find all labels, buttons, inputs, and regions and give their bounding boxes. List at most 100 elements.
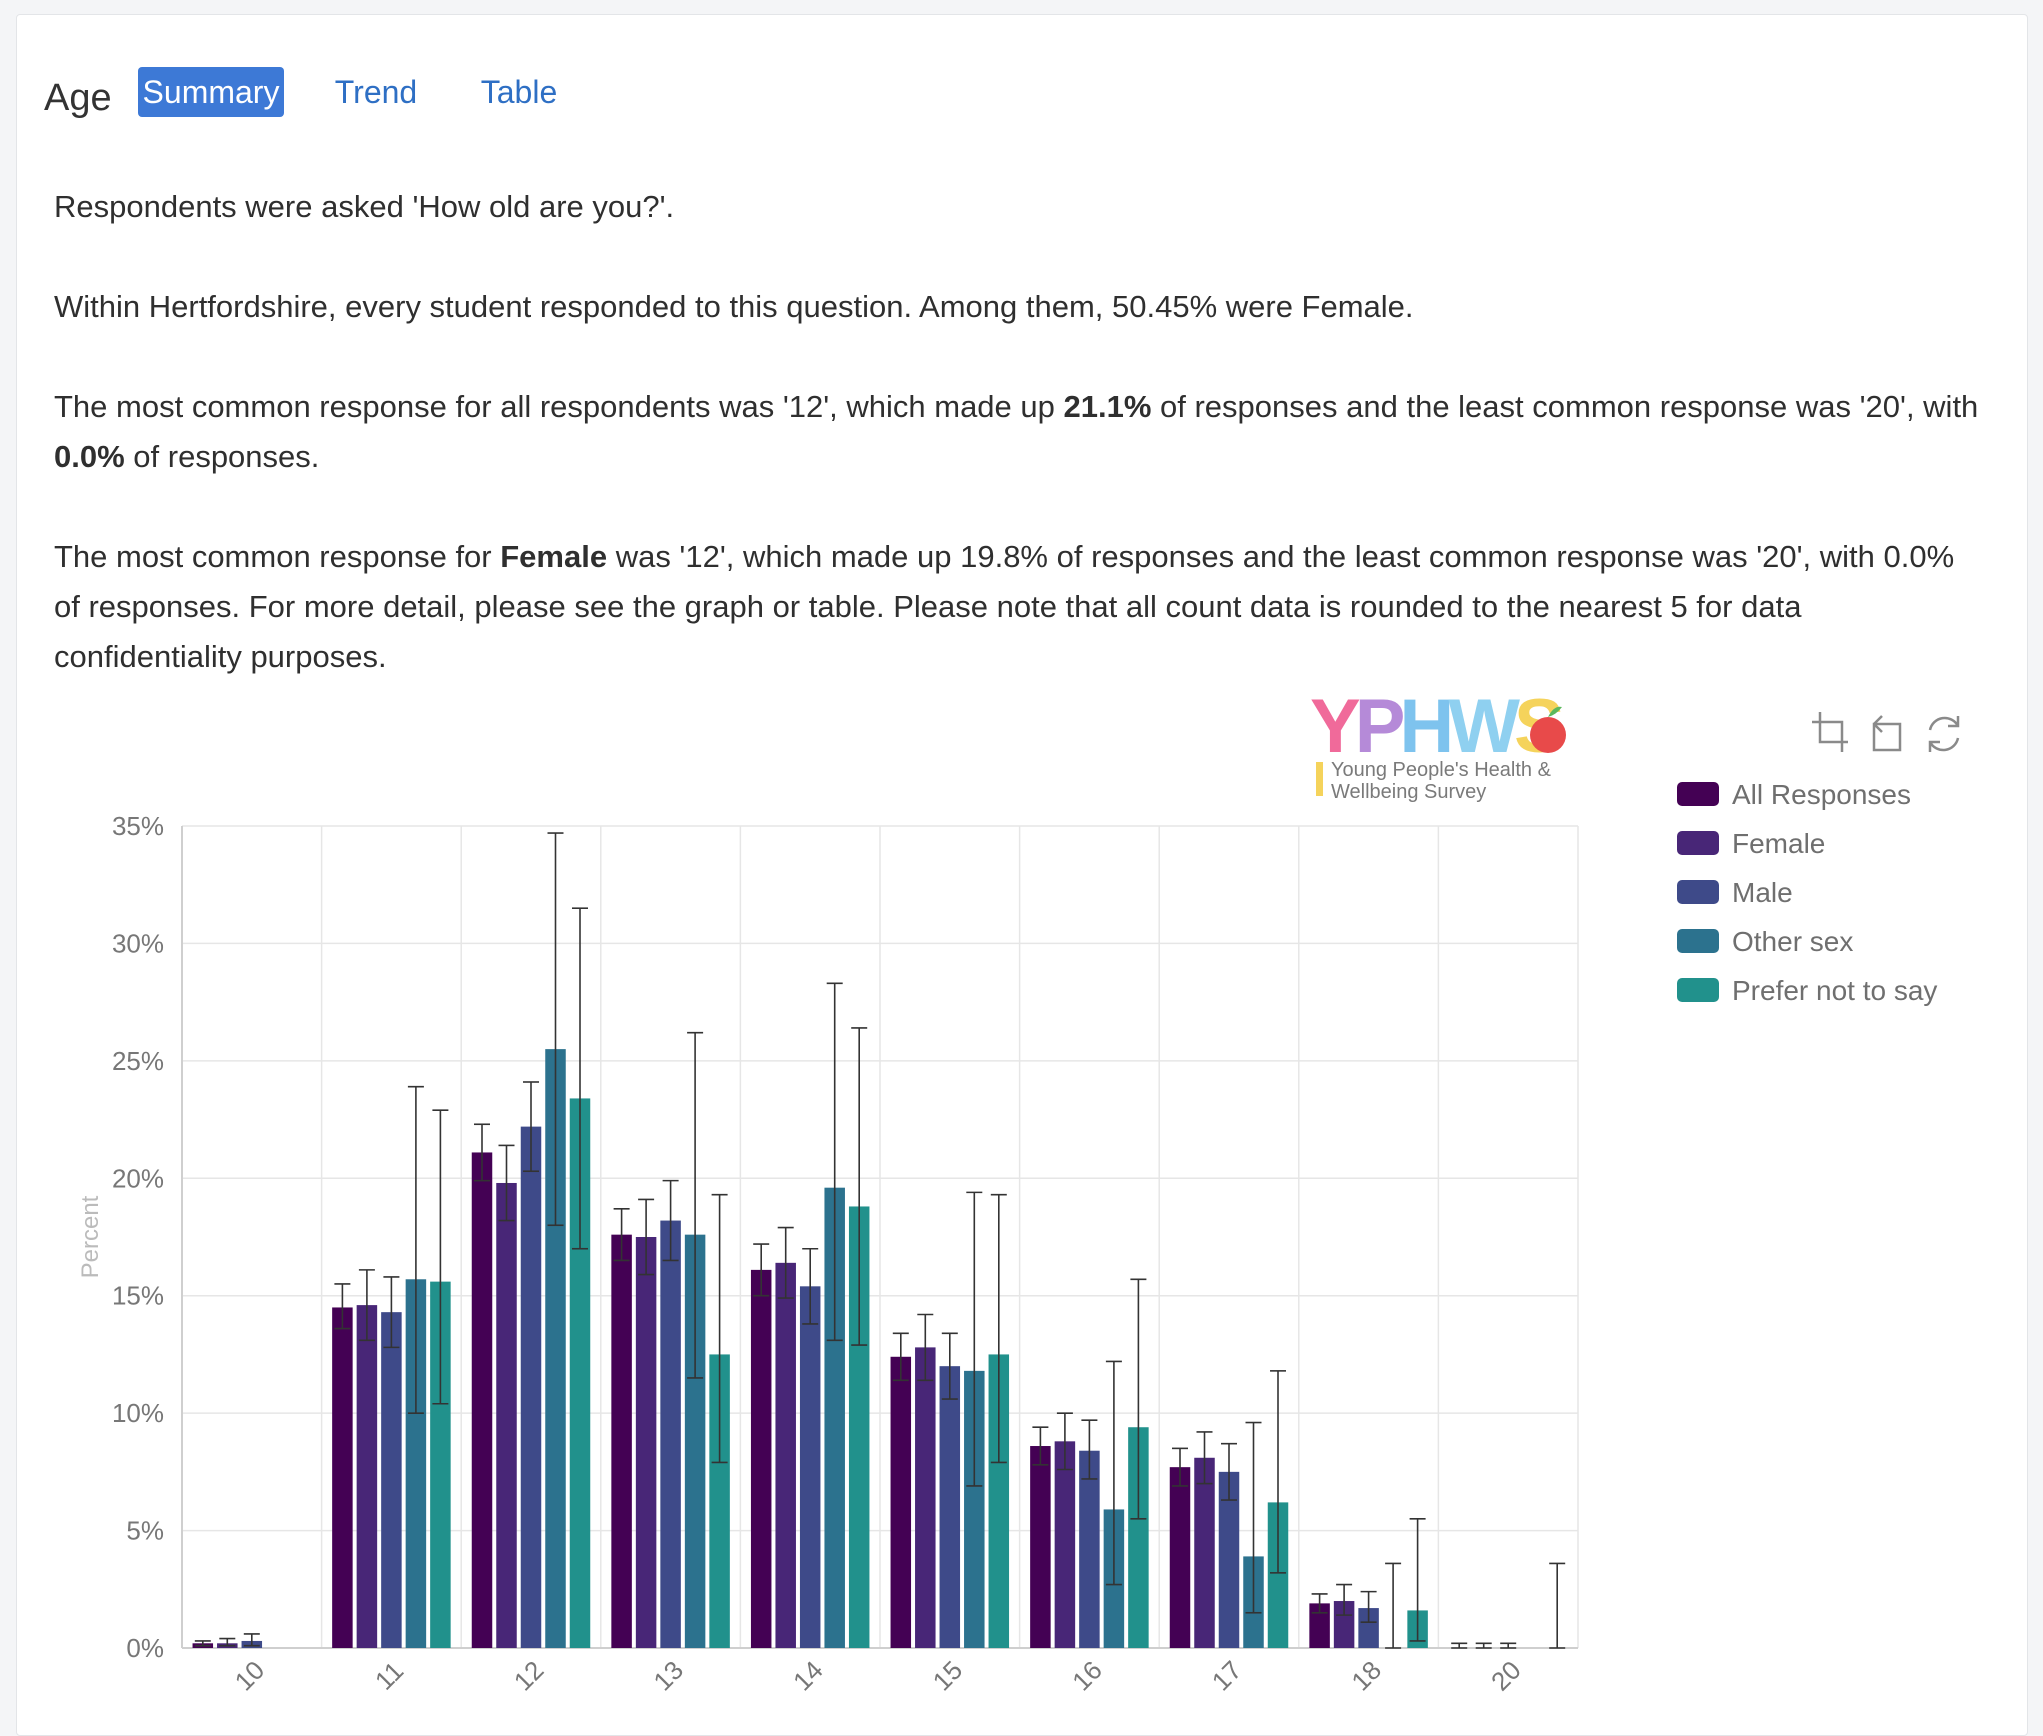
legend-label: Other sex bbox=[1732, 926, 1853, 957]
chart-toolbox bbox=[1808, 712, 1964, 752]
x-tick-label: 15 bbox=[927, 1655, 969, 1697]
error-bar bbox=[1409, 1518, 1426, 1642]
error-bar bbox=[851, 1027, 868, 1346]
y-tick-label: 20% bbox=[112, 1163, 164, 1193]
bar bbox=[405, 1279, 427, 1648]
bar bbox=[545, 1049, 566, 1648]
error-bar bbox=[917, 1313, 934, 1382]
error-bar bbox=[547, 832, 564, 1227]
error-bar bbox=[219, 1637, 236, 1647]
tab-summary[interactable]: Summary bbox=[138, 67, 284, 117]
plot-area: 0% 5% 10% 15% 20% 25% 30% 35% Percent 10 11 12 13 14 1… bbox=[77, 811, 1579, 1697]
bar bbox=[611, 1234, 632, 1648]
legend-swatch bbox=[1677, 978, 1719, 1002]
error-bar bbox=[1500, 1642, 1517, 1649]
error-bar bbox=[966, 1191, 983, 1487]
chart-legend: All Responses Female Male Other sex Prefer n… bbox=[1677, 779, 1937, 1006]
error-bar bbox=[572, 907, 588, 1250]
error-bar bbox=[498, 1144, 515, 1222]
error-bar bbox=[407, 1085, 424, 1414]
bar bbox=[684, 1234, 706, 1648]
bar bbox=[890, 1356, 912, 1648]
bar bbox=[1194, 1457, 1215, 1648]
legend-swatch bbox=[1677, 929, 1719, 953]
legend-swatch bbox=[1677, 831, 1719, 855]
female-label: Female bbox=[500, 539, 608, 574]
bar bbox=[1079, 1450, 1100, 1648]
error-bar bbox=[1081, 1419, 1098, 1480]
y-tick-label: 5% bbox=[126, 1516, 164, 1546]
legend-label: Prefer not to say bbox=[1732, 975, 1937, 1006]
error-bar bbox=[358, 1269, 375, 1342]
tab-trend[interactable]: Trend bbox=[324, 67, 428, 117]
error-bar bbox=[826, 982, 843, 1342]
bar bbox=[471, 1152, 493, 1648]
bar bbox=[1128, 1427, 1149, 1648]
error-bar bbox=[1385, 1562, 1402, 1649]
zoom-select-icon[interactable] bbox=[1808, 712, 1848, 752]
y-tick-label: 15% bbox=[112, 1281, 164, 1311]
bar bbox=[1267, 1502, 1289, 1648]
yphws-logo: YPHWS Young People's Health & Wellbeing … bbox=[1310, 684, 1568, 803]
error-bar bbox=[1270, 1370, 1286, 1574]
error-bar bbox=[194, 1640, 211, 1647]
x-tick-label: 17 bbox=[1206, 1655, 1248, 1697]
bar bbox=[988, 1354, 1010, 1648]
bar bbox=[848, 1206, 870, 1648]
legend-label: Female bbox=[1732, 828, 1825, 859]
error-bar bbox=[432, 1109, 449, 1405]
apple-icon bbox=[1530, 717, 1566, 753]
legend-swatch bbox=[1677, 880, 1719, 904]
bar bbox=[381, 1312, 402, 1648]
error-bar bbox=[1360, 1590, 1377, 1623]
bar bbox=[775, 1262, 796, 1648]
bar bbox=[430, 1281, 451, 1648]
error-bar bbox=[1196, 1431, 1213, 1485]
x-tick-label: 10 bbox=[229, 1655, 271, 1697]
error-bar bbox=[1172, 1447, 1188, 1487]
bar bbox=[1054, 1441, 1076, 1648]
most-common-value: 21.1% bbox=[1063, 389, 1152, 424]
all-respondents-text: The most common response for all respond… bbox=[54, 389, 1979, 474]
error-bar bbox=[1245, 1421, 1262, 1614]
x-tick-label: 16 bbox=[1066, 1655, 1108, 1697]
bar bbox=[964, 1370, 985, 1648]
error-bar bbox=[383, 1276, 400, 1349]
error-bar bbox=[941, 1332, 958, 1400]
error-bar bbox=[334, 1283, 351, 1330]
zoom-reset-icon[interactable] bbox=[1866, 712, 1906, 752]
y-tick-label: 35% bbox=[112, 811, 164, 841]
y-tick-label: 30% bbox=[112, 928, 164, 958]
error-bar bbox=[1056, 1412, 1073, 1471]
bar bbox=[915, 1347, 936, 1648]
bar bbox=[332, 1307, 353, 1648]
bar bbox=[824, 1187, 845, 1648]
response-rate-text: Within Hertfordshire, every student resp… bbox=[54, 289, 1414, 324]
y-tick-label: 10% bbox=[112, 1398, 164, 1428]
question-text: Respondents were asked 'How old are you?… bbox=[54, 189, 675, 224]
x-tick-label: 12 bbox=[508, 1655, 550, 1697]
y-tick-label: 25% bbox=[112, 1046, 164, 1076]
x-tick-label: 18 bbox=[1345, 1655, 1387, 1697]
error-bar bbox=[474, 1123, 490, 1182]
error-bar bbox=[1451, 1642, 1468, 1649]
summary-description: Respondents were asked 'How old are you?… bbox=[54, 182, 1984, 732]
bar bbox=[939, 1366, 961, 1648]
bar bbox=[520, 1126, 542, 1648]
bar bbox=[1218, 1471, 1240, 1648]
least-common-value: 0.0% bbox=[54, 439, 125, 474]
restore-icon[interactable] bbox=[1924, 712, 1964, 752]
error-bar bbox=[1130, 1278, 1147, 1520]
error-bar bbox=[1032, 1426, 1049, 1466]
tab-table[interactable]: Table bbox=[464, 67, 574, 117]
error-bar bbox=[638, 1198, 655, 1276]
y-tick-label: 0% bbox=[126, 1633, 164, 1663]
legend-swatch bbox=[1677, 782, 1719, 806]
error-bar bbox=[662, 1179, 679, 1262]
bar bbox=[660, 1220, 681, 1648]
error-bar bbox=[1475, 1642, 1492, 1649]
bar bbox=[750, 1269, 772, 1648]
error-bar bbox=[711, 1193, 728, 1464]
logo-subtitle-1: Young People's Health & bbox=[1331, 759, 1552, 781]
